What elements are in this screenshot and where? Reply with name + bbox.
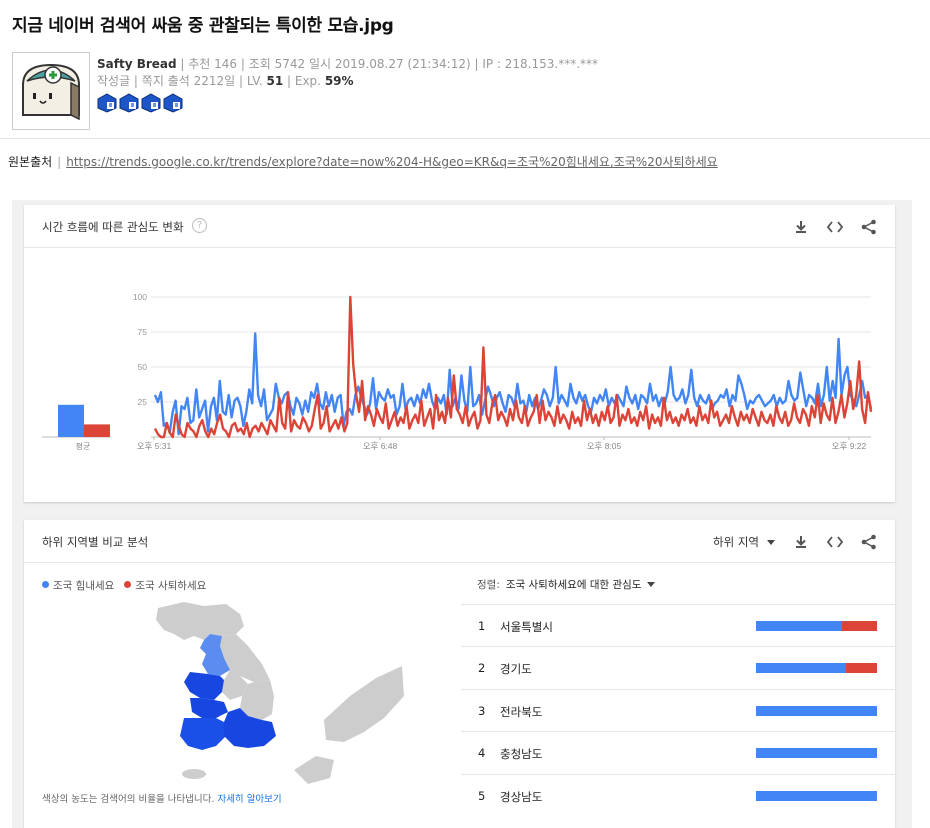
header-divider bbox=[0, 138, 930, 139]
average-bar bbox=[84, 424, 110, 437]
map-region-japan bbox=[324, 666, 404, 742]
map-region-chungbuk bbox=[222, 670, 248, 700]
card-header: 시간 흐름에 따른 관심도 변화 ? bbox=[24, 205, 895, 248]
card-title: 하위 지역별 비교 분석 bbox=[42, 535, 149, 549]
author-meta: Safty Bread | 추천 146 | 조회 5742 일시 2019.0… bbox=[97, 56, 657, 113]
region-row[interactable]: 2 경기도 bbox=[461, 646, 895, 688]
y-tick-label: 25 bbox=[138, 397, 148, 407]
region-rank: 3 bbox=[478, 703, 486, 718]
region-share-bar bbox=[756, 621, 877, 631]
caret-down-icon bbox=[647, 582, 656, 587]
download-icon[interactable] bbox=[791, 532, 811, 552]
region-rank: 1 bbox=[478, 619, 486, 633]
interest-over-time-card: 시간 흐름에 따른 관심도 변화 ? 100 75 50 25 오후 5:31 오후 6:… bbox=[24, 205, 895, 502]
level-badge-icon bbox=[141, 93, 161, 113]
region-comparison-card: 하위 지역별 비교 분석 하위 지역 조국 힘내세요 조국 사퇴하세요 bbox=[24, 520, 895, 828]
region-name: 서울특별시 bbox=[500, 620, 553, 634]
average-label: 평균 bbox=[76, 441, 91, 451]
share-bar-term-1 bbox=[756, 748, 877, 759]
share-bar-term-2 bbox=[845, 663, 877, 674]
map-region-jeonbuk bbox=[190, 698, 228, 718]
map-legend: 조국 힘내세요 조국 사퇴하세요 bbox=[42, 578, 206, 593]
share-bar-term-1 bbox=[756, 790, 877, 801]
region-row[interactable]: 3 전라북도 bbox=[461, 688, 895, 731]
author-nickname[interactable]: Safty Bread bbox=[97, 57, 177, 71]
legend-item-term-1: 조국 힘내세요 bbox=[42, 578, 114, 593]
region-row[interactable]: 5 경상남도 bbox=[461, 773, 895, 816]
map-region-north bbox=[156, 602, 244, 640]
region-name: 전라북도 bbox=[500, 704, 543, 719]
source-label: 원본출처 bbox=[8, 155, 53, 169]
legend-item-term-2: 조국 사퇴하세요 bbox=[124, 578, 206, 593]
region-rank: 5 bbox=[478, 788, 486, 803]
x-tick-label: 오후 5:31 bbox=[137, 441, 172, 451]
average-bar bbox=[58, 404, 84, 437]
sort-label: 정렬: bbox=[477, 579, 500, 591]
embed-icon[interactable] bbox=[825, 532, 845, 552]
region-rank-list: 1 서울특별시 2 경기도 3 전라북도 4 충청남도 5 경상남도 bbox=[461, 604, 895, 816]
series-line-term-1 bbox=[153, 332, 873, 436]
share-icon[interactable] bbox=[859, 532, 879, 552]
card-actions bbox=[791, 217, 879, 237]
share-bar-term-2 bbox=[841, 621, 877, 631]
region-share-bar bbox=[756, 705, 877, 716]
sort-control[interactable]: 정렬: 조국 사퇴하세요에 대한 관심도 bbox=[477, 577, 656, 592]
post-title: 지금 네이버 검색어 싸움 중 관찰되는 특이한 모습.jpg bbox=[12, 16, 394, 36]
map-region-chungnam bbox=[184, 672, 224, 700]
region-rank: 4 bbox=[478, 746, 486, 761]
share-bar-term-1 bbox=[756, 621, 842, 631]
level-badge-icon bbox=[97, 93, 117, 113]
map-note: 색상의 농도는 검색어의 비율을 나타냅니다. 자세히 알아보기 bbox=[42, 794, 282, 805]
region-name: 충청남도 bbox=[500, 747, 543, 762]
author-level: 51 bbox=[266, 74, 284, 88]
author-exp: 59% bbox=[324, 74, 354, 88]
help-icon[interactable]: ? bbox=[192, 218, 207, 233]
region-row[interactable]: 4 충청남도 bbox=[461, 731, 895, 773]
bread-avatar-icon bbox=[22, 63, 80, 121]
y-tick-label: 100 bbox=[133, 292, 147, 302]
avatar[interactable] bbox=[12, 52, 90, 130]
region-share-bar bbox=[756, 663, 877, 674]
region-share-bar bbox=[756, 790, 877, 801]
embed-icon[interactable] bbox=[825, 217, 845, 237]
map-region-gangwon bbox=[220, 634, 270, 682]
card-actions: 하위 지역 bbox=[713, 532, 879, 552]
region-level-label: 하위 지역 bbox=[713, 535, 759, 549]
caret-down-icon bbox=[767, 539, 775, 545]
card-title: 시간 흐름에 따른 관심도 변화 bbox=[42, 220, 184, 234]
map-region-gyeongbuk bbox=[240, 680, 274, 720]
author-activity: 작성글 | 쪽지 출석 2212일 | LV. bbox=[97, 74, 267, 88]
x-tick-label: 오후 8:05 bbox=[587, 441, 622, 451]
region-rank: 2 bbox=[478, 661, 486, 676]
level-badge-icon bbox=[163, 93, 183, 113]
korea-region-map[interactable] bbox=[144, 600, 404, 790]
card-header: 하위 지역별 비교 분석 하위 지역 bbox=[24, 520, 895, 563]
map-region-gyeongnam bbox=[224, 708, 276, 748]
badge-row bbox=[97, 93, 657, 113]
level-badge-icon bbox=[119, 93, 139, 113]
region-name: 경상남도 bbox=[500, 789, 543, 804]
source-link[interactable]: https://trends.google.co.kr/trends/explo… bbox=[66, 155, 718, 169]
y-tick-label: 75 bbox=[138, 327, 148, 337]
region-level-select[interactable]: 하위 지역 bbox=[713, 534, 775, 550]
region-name: 경기도 bbox=[500, 662, 532, 677]
region-row[interactable]: 1 서울특별시 bbox=[461, 604, 895, 646]
map-region-gyeonggi bbox=[200, 634, 230, 676]
x-tick-label: 오후 9:22 bbox=[832, 441, 867, 451]
y-tick-label: 50 bbox=[138, 362, 148, 372]
author-exp-label: | Exp. bbox=[283, 74, 325, 88]
map-region-jeonnam bbox=[180, 718, 226, 750]
series-line-term-2 bbox=[153, 295, 873, 439]
share-icon[interactable] bbox=[859, 217, 879, 237]
sort-value: 조국 사퇴하세요에 대한 관심도 bbox=[505, 579, 642, 591]
post-stats: | 추천 146 | 조회 5742 일시 2019.08.27 (21:34:… bbox=[176, 57, 599, 71]
download-icon[interactable] bbox=[791, 217, 811, 237]
share-bar-term-1 bbox=[756, 705, 877, 716]
region-share-bar bbox=[756, 748, 877, 759]
x-tick-label: 오후 6:48 bbox=[363, 441, 398, 451]
share-bar-term-1 bbox=[756, 663, 846, 674]
source-line: 원본출처 | https://trends.google.co.kr/trends/… bbox=[8, 155, 718, 169]
interest-line-chart: 100 75 50 25 오후 5:31 오후 6:48 오후 8:05 오후 9:22 평균 bbox=[42, 292, 873, 451]
learn-more-link[interactable]: 자세히 알아보기 bbox=[217, 794, 282, 805]
